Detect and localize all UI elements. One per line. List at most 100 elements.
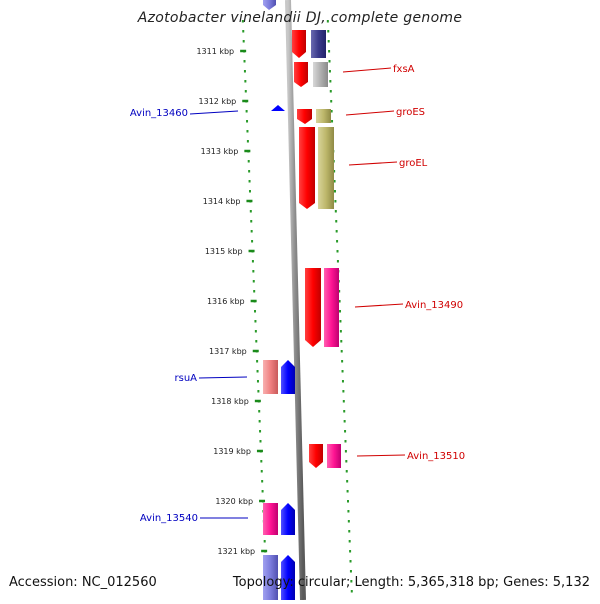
ring-dot-right <box>344 450 347 453</box>
ring-dot-left <box>245 110 248 113</box>
ring-dot-left <box>244 90 247 93</box>
leader-avin13490 <box>354 303 404 308</box>
ring-dot-left <box>254 310 257 313</box>
ring-dot-right <box>343 420 346 423</box>
ring-dot-left <box>244 80 247 83</box>
scale-ticks: 1311 kbp 1312 kbp 1313 kbp 1314 kbp 1315 kbp… <box>196 47 268 556</box>
feature-gene-fxsA <box>313 62 328 87</box>
ring-dot-right <box>340 350 343 353</box>
ring-dot-left <box>251 260 254 263</box>
feature-cds-avin13460 <box>271 105 285 111</box>
ring-dot-right <box>331 120 334 123</box>
ring-dot-left <box>248 190 251 193</box>
ring-dot-right <box>344 440 347 443</box>
leader-groEL <box>348 161 398 166</box>
feature-gene-groES <box>316 109 331 123</box>
ring-dot-left <box>246 120 249 123</box>
ring-dot-right <box>336 240 339 243</box>
feature-cds-avin13540 <box>281 503 295 535</box>
ring-dot-left <box>242 30 245 33</box>
ring-dot-right <box>339 310 342 313</box>
ring-dot-left <box>256 370 259 373</box>
ring-dot-right <box>343 410 346 413</box>
ring-dot-right <box>338 290 341 293</box>
ring-dot-left <box>246 140 249 143</box>
ring-dot-left <box>261 490 264 493</box>
ring-dot-right <box>338 300 341 303</box>
ring-dot-right <box>348 530 351 533</box>
tick-label-1318: 1318 kbp <box>211 397 249 406</box>
ring-dot-right <box>341 370 344 373</box>
ring-dot-left <box>251 240 254 243</box>
feature-gene-1 <box>311 30 326 58</box>
gene-label-groEL: groEL <box>399 158 428 169</box>
ring-dot-left <box>255 340 258 343</box>
gene-label-avin13510: Avin_13510 <box>407 451 465 462</box>
feature-gene-rsuA <box>263 360 278 394</box>
gene-label-fxsA: fxsA <box>393 64 415 75</box>
ring-dot-right <box>346 490 349 493</box>
ring-dot-right <box>334 200 337 203</box>
ring-dot-right <box>329 90 332 93</box>
ring-dot-right <box>349 570 352 573</box>
ring-dot-left <box>254 330 257 333</box>
tick-label-1316: 1316 kbp <box>207 297 245 306</box>
ring-dot-left <box>242 40 245 43</box>
ring-dot-left <box>252 280 255 283</box>
feature-gene-groEL <box>318 127 334 209</box>
ring-dot-right <box>347 510 350 513</box>
gene-label-avin13460: Avin_13460 <box>130 108 188 119</box>
ring-dot-right <box>344 430 347 433</box>
ring-dot-right <box>347 500 349 503</box>
ring-dot-right <box>341 360 344 363</box>
leader-avin13510 <box>356 454 406 457</box>
leader-fxsA <box>342 67 392 73</box>
ring-dot-left <box>258 410 261 413</box>
feature-cds-avin13510 <box>309 444 323 468</box>
tick-label-1321: 1321 kbp <box>217 547 255 556</box>
gene-features <box>263 0 341 600</box>
ring-dot-right <box>333 190 336 193</box>
ring-dot-left <box>259 440 262 443</box>
tick-label-1320: 1320 kbp <box>215 497 253 506</box>
gene-labels: fxsA groES groEL Avin_13490 Avin_13510 A… <box>130 64 465 524</box>
ring-dot-left <box>248 170 251 173</box>
ring-dot-left <box>261 480 264 483</box>
gene-label-groES: groES <box>396 107 425 118</box>
ring-dot-right <box>335 230 338 233</box>
feature-cds-fxsA <box>294 62 308 87</box>
tick-label-1314: 1314 kbp <box>203 197 241 206</box>
ring-dot-left <box>253 290 256 293</box>
feature-gene-bottom <box>263 555 278 600</box>
ring-dot-left <box>243 70 246 73</box>
gene-label-avin13490: Avin_13490 <box>405 300 463 311</box>
gene-label-lines <box>189 67 406 519</box>
ring-dot-right <box>335 220 338 223</box>
leader-avin13460 <box>189 110 239 115</box>
ring-dot-right <box>336 260 339 263</box>
ring-dot-left <box>250 220 253 223</box>
ring-dot-right <box>347 520 350 523</box>
feature-top-partial <box>263 0 276 10</box>
ring-dot-right <box>328 70 331 73</box>
ring-dot-left <box>256 380 259 383</box>
ring-dot-left <box>258 420 261 423</box>
ring-dot-left <box>243 60 246 63</box>
tick-label-1312: 1312 kbp <box>199 97 237 106</box>
ring-dot-right <box>342 400 345 403</box>
ring-dot-right <box>330 110 333 113</box>
feature-gene-avin13490 <box>324 268 339 347</box>
ring-dot-right <box>345 460 348 463</box>
ring-dot-right <box>348 540 351 543</box>
ring-dot-left <box>241 20 244 23</box>
ring-dot-right <box>350 590 353 593</box>
ring-dot-right <box>327 30 330 33</box>
ring-dot-left <box>259 430 262 433</box>
genome-backbone <box>285 0 306 601</box>
ring-dot-left <box>247 160 250 163</box>
ring-dot-right <box>333 180 336 183</box>
ring-dot-left <box>249 210 252 213</box>
genome-title: Azotobacter vinelandii DJ, complete geno… <box>137 10 463 26</box>
ring-dot-right <box>329 80 332 83</box>
